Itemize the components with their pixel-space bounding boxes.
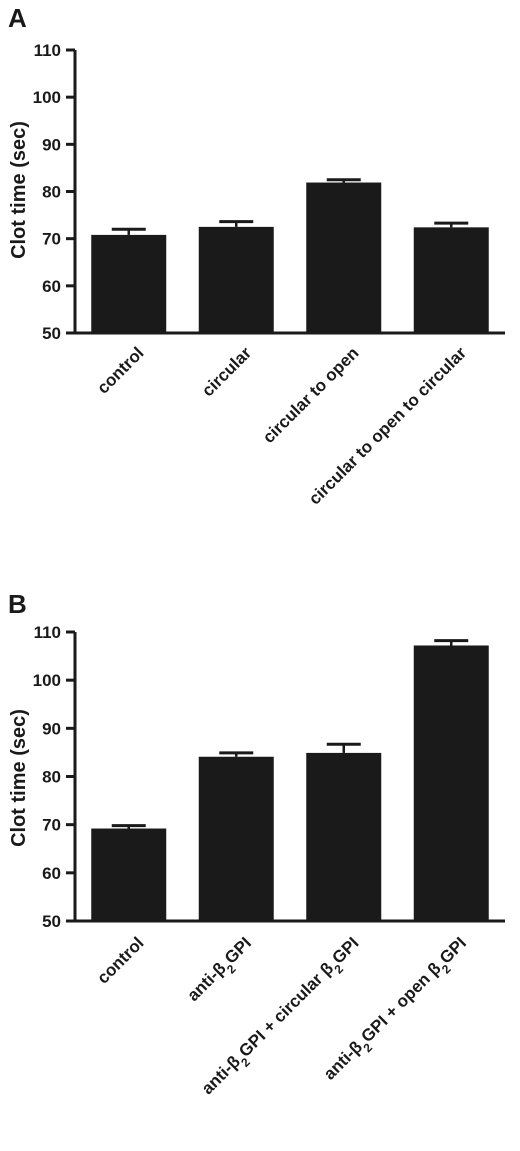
bar (91, 828, 167, 921)
x-tick-label: circular (198, 343, 255, 400)
x-tick-label: anti-β2​GPI (183, 933, 259, 1009)
y-tick-label: 50 (42, 324, 61, 343)
y-tick-label: 70 (42, 816, 61, 835)
y-tick-label: 60 (42, 864, 61, 883)
panel-letter: A (8, 3, 27, 33)
y-tick-label: 100 (33, 88, 61, 107)
bar (198, 226, 274, 333)
panel-a: A Clot time (sec) 50 60 70 80 90 100 110 contro… (8, 3, 505, 508)
y-tick-label: 80 (42, 183, 61, 202)
x-tick-label: circular to open (259, 343, 363, 447)
y-tick-label: 90 (42, 719, 61, 738)
y-tick-label: 110 (34, 41, 61, 60)
y-tick-label: 70 (42, 230, 61, 249)
panel-b: B Clot time (sec) 50 60 70 80 90 100 110 contro… (8, 589, 505, 1102)
y-tick-label: 100 (33, 671, 61, 690)
bar (306, 752, 382, 921)
x-tick-label: control (93, 933, 147, 987)
bar (306, 182, 382, 333)
panel-letter: B (8, 589, 27, 619)
x-tick-label: anti-β2​GPI + circular β2​GPI (198, 933, 367, 1102)
y-tick-label: 80 (42, 768, 61, 787)
y-tick-label: 60 (42, 277, 61, 296)
bar (413, 645, 489, 921)
bar (198, 756, 274, 921)
y-axis-label: Clot time (sec) (8, 121, 30, 259)
bar (413, 227, 489, 333)
bar (91, 234, 167, 333)
y-tick-label: 110 (34, 623, 61, 642)
x-tick-label: control (93, 343, 147, 397)
y-axis-label: Clot time (sec) (8, 709, 30, 847)
y-tick-label: 90 (42, 135, 61, 154)
y-tick-label: 50 (42, 912, 61, 931)
